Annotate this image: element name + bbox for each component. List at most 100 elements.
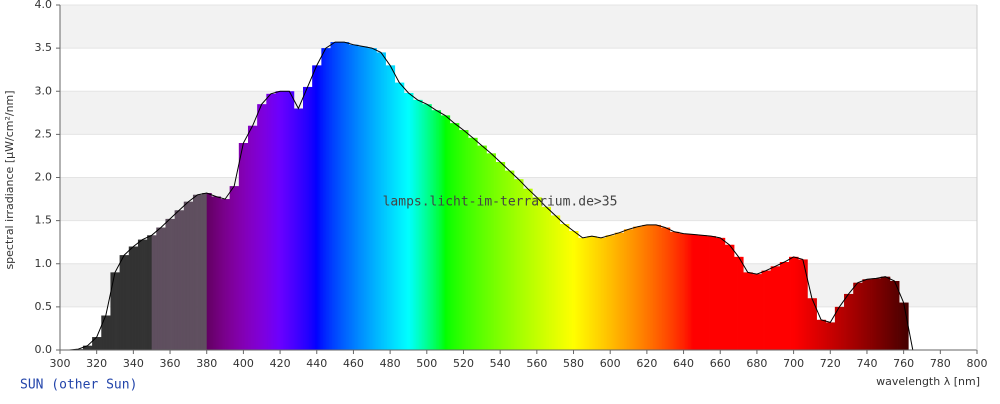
x-tick-label: 400 bbox=[233, 357, 254, 370]
spectrum-slice bbox=[347, 42, 350, 351]
spectrum-slice bbox=[520, 179, 522, 350]
spectrum-slice bbox=[338, 42, 341, 351]
spectrum-slice bbox=[185, 201, 188, 350]
spectrum-slice bbox=[704, 235, 707, 350]
spectrum-slice bbox=[549, 206, 551, 350]
spectrum-slice bbox=[316, 65, 319, 350]
spectrum-slice bbox=[828, 322, 831, 350]
spectrum-slice bbox=[388, 65, 391, 350]
spectrum-slice bbox=[235, 186, 238, 350]
spectrum-slice bbox=[625, 229, 628, 350]
spectrum-slice bbox=[680, 233, 683, 350]
spectrum-slice bbox=[350, 44, 353, 351]
spectrum-slice bbox=[402, 82, 405, 350]
spectrum-slice bbox=[474, 137, 477, 350]
spectrum-slice bbox=[373, 48, 376, 350]
spectrum-slice bbox=[535, 197, 538, 350]
spectrum-slice bbox=[228, 199, 231, 350]
spectrum-slice bbox=[296, 108, 299, 350]
spectrum-slice bbox=[623, 229, 626, 350]
spectrum-slice bbox=[764, 270, 767, 350]
spectrum-slice bbox=[116, 272, 119, 350]
spectrum-slice bbox=[254, 125, 257, 350]
spectrum-slice bbox=[376, 52, 379, 350]
spectrum-slice bbox=[515, 179, 518, 350]
x-tick-label: 460 bbox=[343, 357, 364, 370]
spectrum-slice bbox=[646, 224, 649, 350]
spectrum-slice bbox=[813, 298, 816, 350]
spectrum-slice bbox=[850, 293, 853, 350]
spectrum-slice bbox=[403, 92, 406, 350]
spectrum-slice bbox=[789, 256, 791, 350]
spectrum-outline bbox=[60, 41, 914, 351]
spectrum-slice bbox=[659, 224, 662, 350]
spectrum-slice bbox=[171, 218, 174, 350]
spectrum-slice bbox=[446, 115, 449, 351]
spectrum-slice bbox=[414, 99, 417, 350]
spectrum-slice bbox=[686, 233, 689, 350]
spectrum-slice bbox=[173, 218, 176, 350]
spectrum-slice bbox=[804, 259, 807, 350]
spectrum-slice bbox=[802, 259, 805, 350]
spectrum-slice bbox=[445, 115, 448, 351]
spectrum-slice bbox=[865, 279, 868, 350]
spectrum-slice bbox=[318, 65, 321, 350]
spectrum-slice bbox=[498, 161, 501, 350]
spectrum-slice bbox=[685, 233, 688, 350]
spectrum-slice bbox=[585, 237, 588, 350]
spectrum-slice bbox=[425, 104, 428, 350]
x-tick-label: 600 bbox=[600, 357, 621, 370]
spectrum-slice bbox=[261, 104, 264, 350]
spectrum-slice bbox=[90, 345, 93, 350]
spectrum-slice bbox=[292, 91, 295, 350]
spectrum-slice bbox=[701, 235, 704, 350]
spectrum-slice bbox=[870, 279, 872, 350]
spectrum-slice bbox=[656, 224, 658, 350]
spectrum-slice bbox=[784, 262, 787, 350]
spectrum-slice bbox=[652, 224, 655, 350]
spectrum-slice bbox=[325, 48, 328, 350]
spectrum-slice bbox=[128, 246, 131, 350]
spectrum-slice bbox=[267, 93, 270, 351]
spectrum-slice bbox=[753, 274, 756, 350]
spectrum-slice bbox=[330, 42, 333, 351]
spectrum-slice bbox=[772, 266, 775, 350]
spectrum-slice bbox=[526, 188, 529, 350]
spectrum-slice bbox=[766, 270, 769, 350]
spectrum-slice bbox=[666, 227, 669, 350]
spectrum-slice bbox=[555, 215, 558, 350]
spectrum-slice bbox=[842, 306, 845, 350]
spectrum-slice bbox=[419, 99, 422, 350]
spectrum-slice bbox=[237, 186, 240, 350]
x-tick-label: 760 bbox=[893, 357, 914, 370]
spectrum-slice bbox=[127, 255, 130, 350]
spectrum-slice bbox=[182, 210, 185, 350]
spectrum-slice bbox=[538, 197, 541, 350]
caption: SUN (other Sun) bbox=[20, 378, 137, 393]
spectrum-slice bbox=[95, 337, 98, 350]
spectrum-slice bbox=[903, 302, 906, 350]
spectrum-slice bbox=[529, 188, 532, 350]
spectrum-slice bbox=[310, 86, 313, 350]
spectrum-slice bbox=[703, 235, 706, 350]
spectrum-slice bbox=[732, 244, 735, 350]
spectrum-slice bbox=[581, 237, 584, 350]
x-tick-label: 420 bbox=[270, 357, 291, 370]
spectrum-slice bbox=[85, 345, 88, 350]
spectrum-slice bbox=[767, 270, 770, 350]
spectrum-slice bbox=[93, 337, 96, 350]
spectrum-slice bbox=[714, 236, 717, 350]
spectrum-slice bbox=[368, 48, 371, 350]
spectrum-slice bbox=[471, 137, 474, 350]
spectrum-slice bbox=[718, 237, 721, 350]
spectrum-slice bbox=[223, 199, 226, 350]
spectrum-slice bbox=[558, 215, 561, 350]
spectrum-slice bbox=[756, 274, 759, 350]
spectrum-slice bbox=[657, 224, 660, 350]
spectrum-slice bbox=[773, 266, 776, 350]
spectrum-slice bbox=[882, 276, 885, 350]
spectrum-slice bbox=[481, 145, 484, 350]
spectrum-slice bbox=[257, 104, 260, 350]
y-tick-label: 3.5 bbox=[35, 41, 53, 54]
spectrum-slice bbox=[275, 91, 278, 350]
